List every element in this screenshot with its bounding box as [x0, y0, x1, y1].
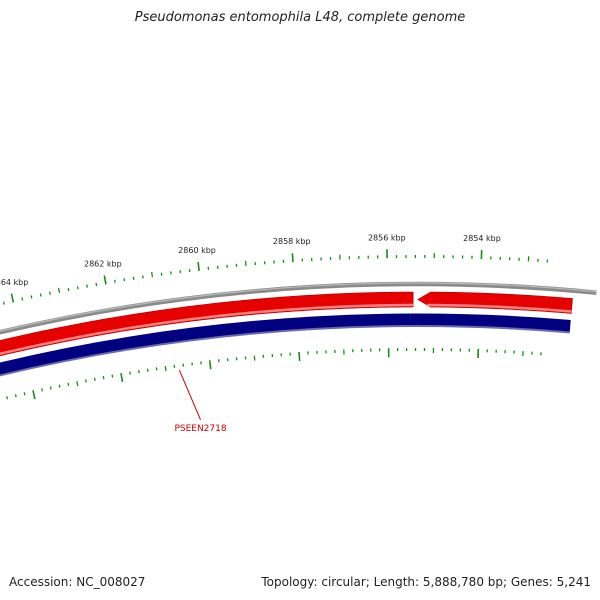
- inner-scale-tick: [208, 360, 212, 370]
- inner-scale-tick: [32, 390, 36, 400]
- inner-scale-tick: [14, 394, 17, 398]
- gene-label-leader: [178, 369, 201, 421]
- inner-scale-tick: [58, 384, 61, 388]
- scale-tick-label: 2862 kbp: [84, 260, 122, 269]
- inner-scale-tick: [102, 376, 105, 380]
- reverse-gene-shade: [410, 325, 570, 334]
- forward-gene-shade: [0, 303, 414, 356]
- scale-tick-label: 2854 kbp: [463, 234, 501, 243]
- gene-labels: PSEEN2719PSEEN2718: [174, 369, 227, 434]
- scale-tick: [49, 291, 51, 295]
- backbone-circle: [0, 281, 597, 335]
- inner-scale-tick: [120, 372, 124, 383]
- forward-gene-shade: [426, 303, 572, 313]
- accession-label: Accession: NC_008027: [9, 575, 146, 589]
- scale-tick: [76, 286, 79, 290]
- inner-scale-tick: [49, 386, 52, 390]
- scale-tick: [67, 287, 70, 292]
- reverse-gene[interactable]: [0, 313, 411, 389]
- genome-summary: Topology: circular; Length: 5,888,780 bp…: [261, 575, 591, 589]
- scale-tick: [30, 295, 33, 299]
- inner-scale-tick: [298, 351, 301, 362]
- forward-strand-track: [0, 291, 573, 357]
- inner-scale-tick: [76, 381, 79, 387]
- scale-tick: [21, 297, 24, 301]
- inner-scale-tick: [23, 392, 26, 396]
- scale-tick: [39, 293, 42, 297]
- scale-tick: [10, 293, 15, 303]
- map-title: Pseudomonas entomophila L48, complete ge…: [134, 10, 466, 25]
- inner-scale-tick: [6, 396, 9, 400]
- scale-tick-label: 2856 kbp: [368, 233, 406, 242]
- scale-tick-label: 2858 kbp: [273, 237, 311, 246]
- scale-tick-label: 2864 kbp: [0, 278, 28, 287]
- gene-label[interactable]: PSEEN2718: [174, 424, 226, 434]
- scale-tick: [103, 275, 107, 285]
- reverse-gene-shade: [0, 325, 411, 377]
- reverse-strand-track: [0, 313, 571, 389]
- backbone-highlight: [0, 282, 597, 332]
- inner-scale-tick: [93, 377, 96, 381]
- scale-tick: [2, 301, 5, 305]
- inner-scale-tick: [85, 379, 87, 383]
- scale-tick: [197, 261, 200, 272]
- inner-scale-tick: [111, 374, 114, 378]
- inner-scale-tick: [67, 382, 70, 386]
- scale-tick: [57, 287, 61, 293]
- scale-tick-label: 2860 kbp: [178, 246, 216, 255]
- scale-tick: [291, 253, 294, 263]
- reverse-gene[interactable]: [410, 313, 571, 333]
- scale-tick: [86, 284, 88, 288]
- inner-scale-tick: [41, 388, 43, 392]
- inner-scale-tick: [164, 366, 167, 372]
- scale-tick: [151, 271, 154, 278]
- scale-tick: [95, 282, 98, 287]
- reverse-scale-ticks: [6, 348, 542, 400]
- backbone-arc: [0, 281, 597, 335]
